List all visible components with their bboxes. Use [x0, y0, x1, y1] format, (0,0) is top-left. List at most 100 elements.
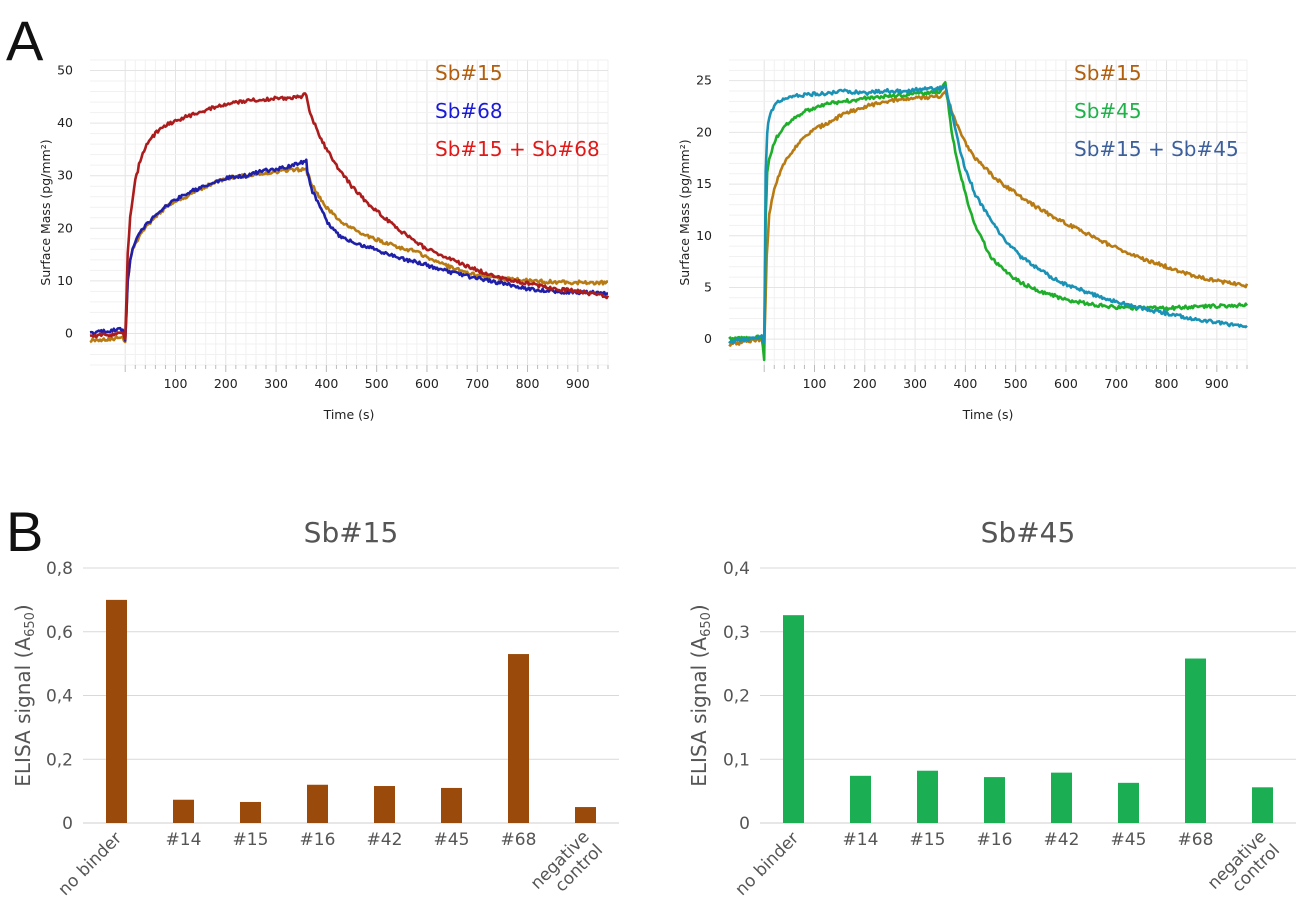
- binding-curve-chart-left: 100 200 300 400 500 600 700 800 900 0 10 20 30 40 50 Ti…: [38, 59, 610, 422]
- legend-entry-1: Sb#15: [1074, 61, 1142, 85]
- bar-3: [917, 770, 938, 823]
- x-tick-label: 400: [314, 376, 338, 391]
- bar-6: [1118, 782, 1139, 823]
- x-tick-label: 500: [1004, 376, 1028, 391]
- series-line-3: [89, 92, 610, 341]
- legend-entry-1: Sb#15: [435, 61, 503, 85]
- bar-7: [508, 654, 529, 823]
- x-tick-label: 400: [953, 376, 977, 391]
- x-tick-label: 100: [164, 376, 188, 391]
- bar-2: [850, 775, 871, 823]
- plot-grid: [90, 59, 609, 372]
- bar-4: [307, 784, 328, 823]
- y-tick-label: 20: [696, 124, 712, 139]
- x-axis-title: Time (s): [323, 407, 375, 422]
- x-tick-label-line: no binder: [55, 828, 127, 899]
- series-line-2: [89, 158, 608, 342]
- y-tick-label: 5: [704, 279, 712, 294]
- bar-2: [173, 799, 194, 823]
- y-tick-label: 50: [57, 63, 73, 78]
- x-tick-label: negativecontrol: [1204, 827, 1284, 899]
- x-tick-label: 600: [415, 376, 439, 391]
- x-tick-label: negativecontrol: [527, 827, 607, 899]
- x-tick-label: 300: [264, 376, 288, 391]
- legend-entry-2: Sb#68: [435, 99, 503, 123]
- legend-entry-2: Sb#45: [1074, 99, 1142, 123]
- x-tick-label: 700: [1104, 376, 1128, 391]
- series-line-3: [728, 84, 1248, 345]
- bar-8: [1252, 787, 1273, 823]
- x-tick-label: #16: [300, 830, 336, 850]
- y-tick-label: 0,1: [723, 750, 750, 770]
- x-tick-label: 800: [1155, 376, 1179, 391]
- y-tick-label: 0: [62, 814, 73, 834]
- y-axis-title-main: ELISA signal (A: [11, 637, 35, 787]
- bar-6: [441, 787, 462, 823]
- x-tick-label: no binder: [732, 828, 804, 899]
- y-tick-label: 30: [57, 168, 73, 183]
- x-tick-label: #68: [501, 830, 537, 850]
- chart-title: Sb#15: [304, 516, 399, 549]
- y-axis-title: Surface Mass (pg/mm²): [38, 139, 53, 285]
- y-axis-title-main: ELISA signal (A: [687, 637, 711, 787]
- y-tick-label: 0,8: [46, 559, 73, 579]
- x-tick-label-line: no binder: [732, 828, 804, 899]
- x-axis-title: Time (s): [962, 407, 1014, 422]
- x-tick-label: 600: [1054, 376, 1078, 391]
- x-tick-label: #68: [1178, 830, 1214, 850]
- bar-1: [106, 599, 127, 823]
- x-tick-label: #42: [1044, 830, 1080, 850]
- x-tick-label: #15: [233, 830, 269, 850]
- panel-label-a: A: [6, 9, 44, 72]
- bar-4: [984, 777, 1005, 823]
- y-tick-label: 0,2: [46, 750, 73, 770]
- y-tick-label: 25: [696, 73, 712, 88]
- panel-label-b: B: [6, 500, 43, 563]
- series-line-2: [728, 81, 1249, 362]
- series-line-1: [89, 166, 609, 344]
- x-tick-label: #45: [1111, 830, 1147, 850]
- x-tick-label: #15: [910, 830, 946, 850]
- y-tick-label: 0,3: [723, 623, 750, 643]
- x-tick-label: #42: [367, 830, 403, 850]
- x-tick-label: #16: [977, 830, 1013, 850]
- elisa-bar-chart-right: 0 0,1 0,2 0,3 0,4 Sb#45 ELISA signal (A650) no …: [687, 516, 1296, 899]
- y-tick-label: 0: [65, 325, 73, 340]
- bar-5: [1051, 772, 1072, 823]
- x-tick-label: #14: [166, 830, 202, 850]
- y-axis-title: ELISA signal (A650): [687, 604, 714, 786]
- elisa-bar-chart-left: 0 0,2 0,4 0,6 0,8 Sb#15 ELISA signal (A650) no …: [11, 516, 619, 899]
- x-tick-label: 300: [903, 376, 927, 391]
- x-tick-label: 100: [803, 376, 827, 391]
- bar-1: [783, 615, 804, 823]
- y-tick-label: 0,4: [46, 687, 73, 707]
- series-line-1: [728, 90, 1249, 350]
- y-axis-title: ELISA signal (A650): [11, 604, 38, 786]
- y-axis-title-close: ): [11, 604, 35, 612]
- y-axis-title-subscript: 650: [699, 612, 714, 637]
- binding-curve-chart-right: 100 200 300 400 500 600 700 800 900 0 5 10 15 20 25 Tim…: [677, 59, 1249, 422]
- y-tick-label: 0,6: [46, 623, 73, 643]
- y-tick-label: 0,2: [723, 687, 750, 707]
- y-axis-title-close: ): [687, 604, 711, 612]
- y-tick-label: 20: [57, 220, 73, 235]
- plot-grid: [729, 59, 1248, 372]
- x-tick-label: 700: [465, 376, 489, 391]
- x-tick-label: 200: [214, 376, 238, 391]
- chart-title: Sb#45: [981, 516, 1076, 549]
- x-tick-label: #45: [434, 830, 470, 850]
- y-axis-title-subscript: 650: [23, 612, 38, 637]
- x-tick-label: 900: [1205, 376, 1229, 391]
- bar-3: [240, 801, 261, 823]
- y-tick-label: 10: [696, 228, 712, 243]
- y-tick-label: 0,4: [723, 559, 750, 579]
- legend-entry-3: Sb#15 + Sb#68: [435, 137, 600, 161]
- y-tick-label: 0: [739, 814, 750, 834]
- y-tick-label: 40: [57, 115, 73, 130]
- bar-5: [374, 786, 395, 823]
- x-tick-label: no binder: [55, 828, 127, 899]
- bar-8: [575, 807, 596, 823]
- x-tick-label: 900: [566, 376, 590, 391]
- x-tick-label: 200: [853, 376, 877, 391]
